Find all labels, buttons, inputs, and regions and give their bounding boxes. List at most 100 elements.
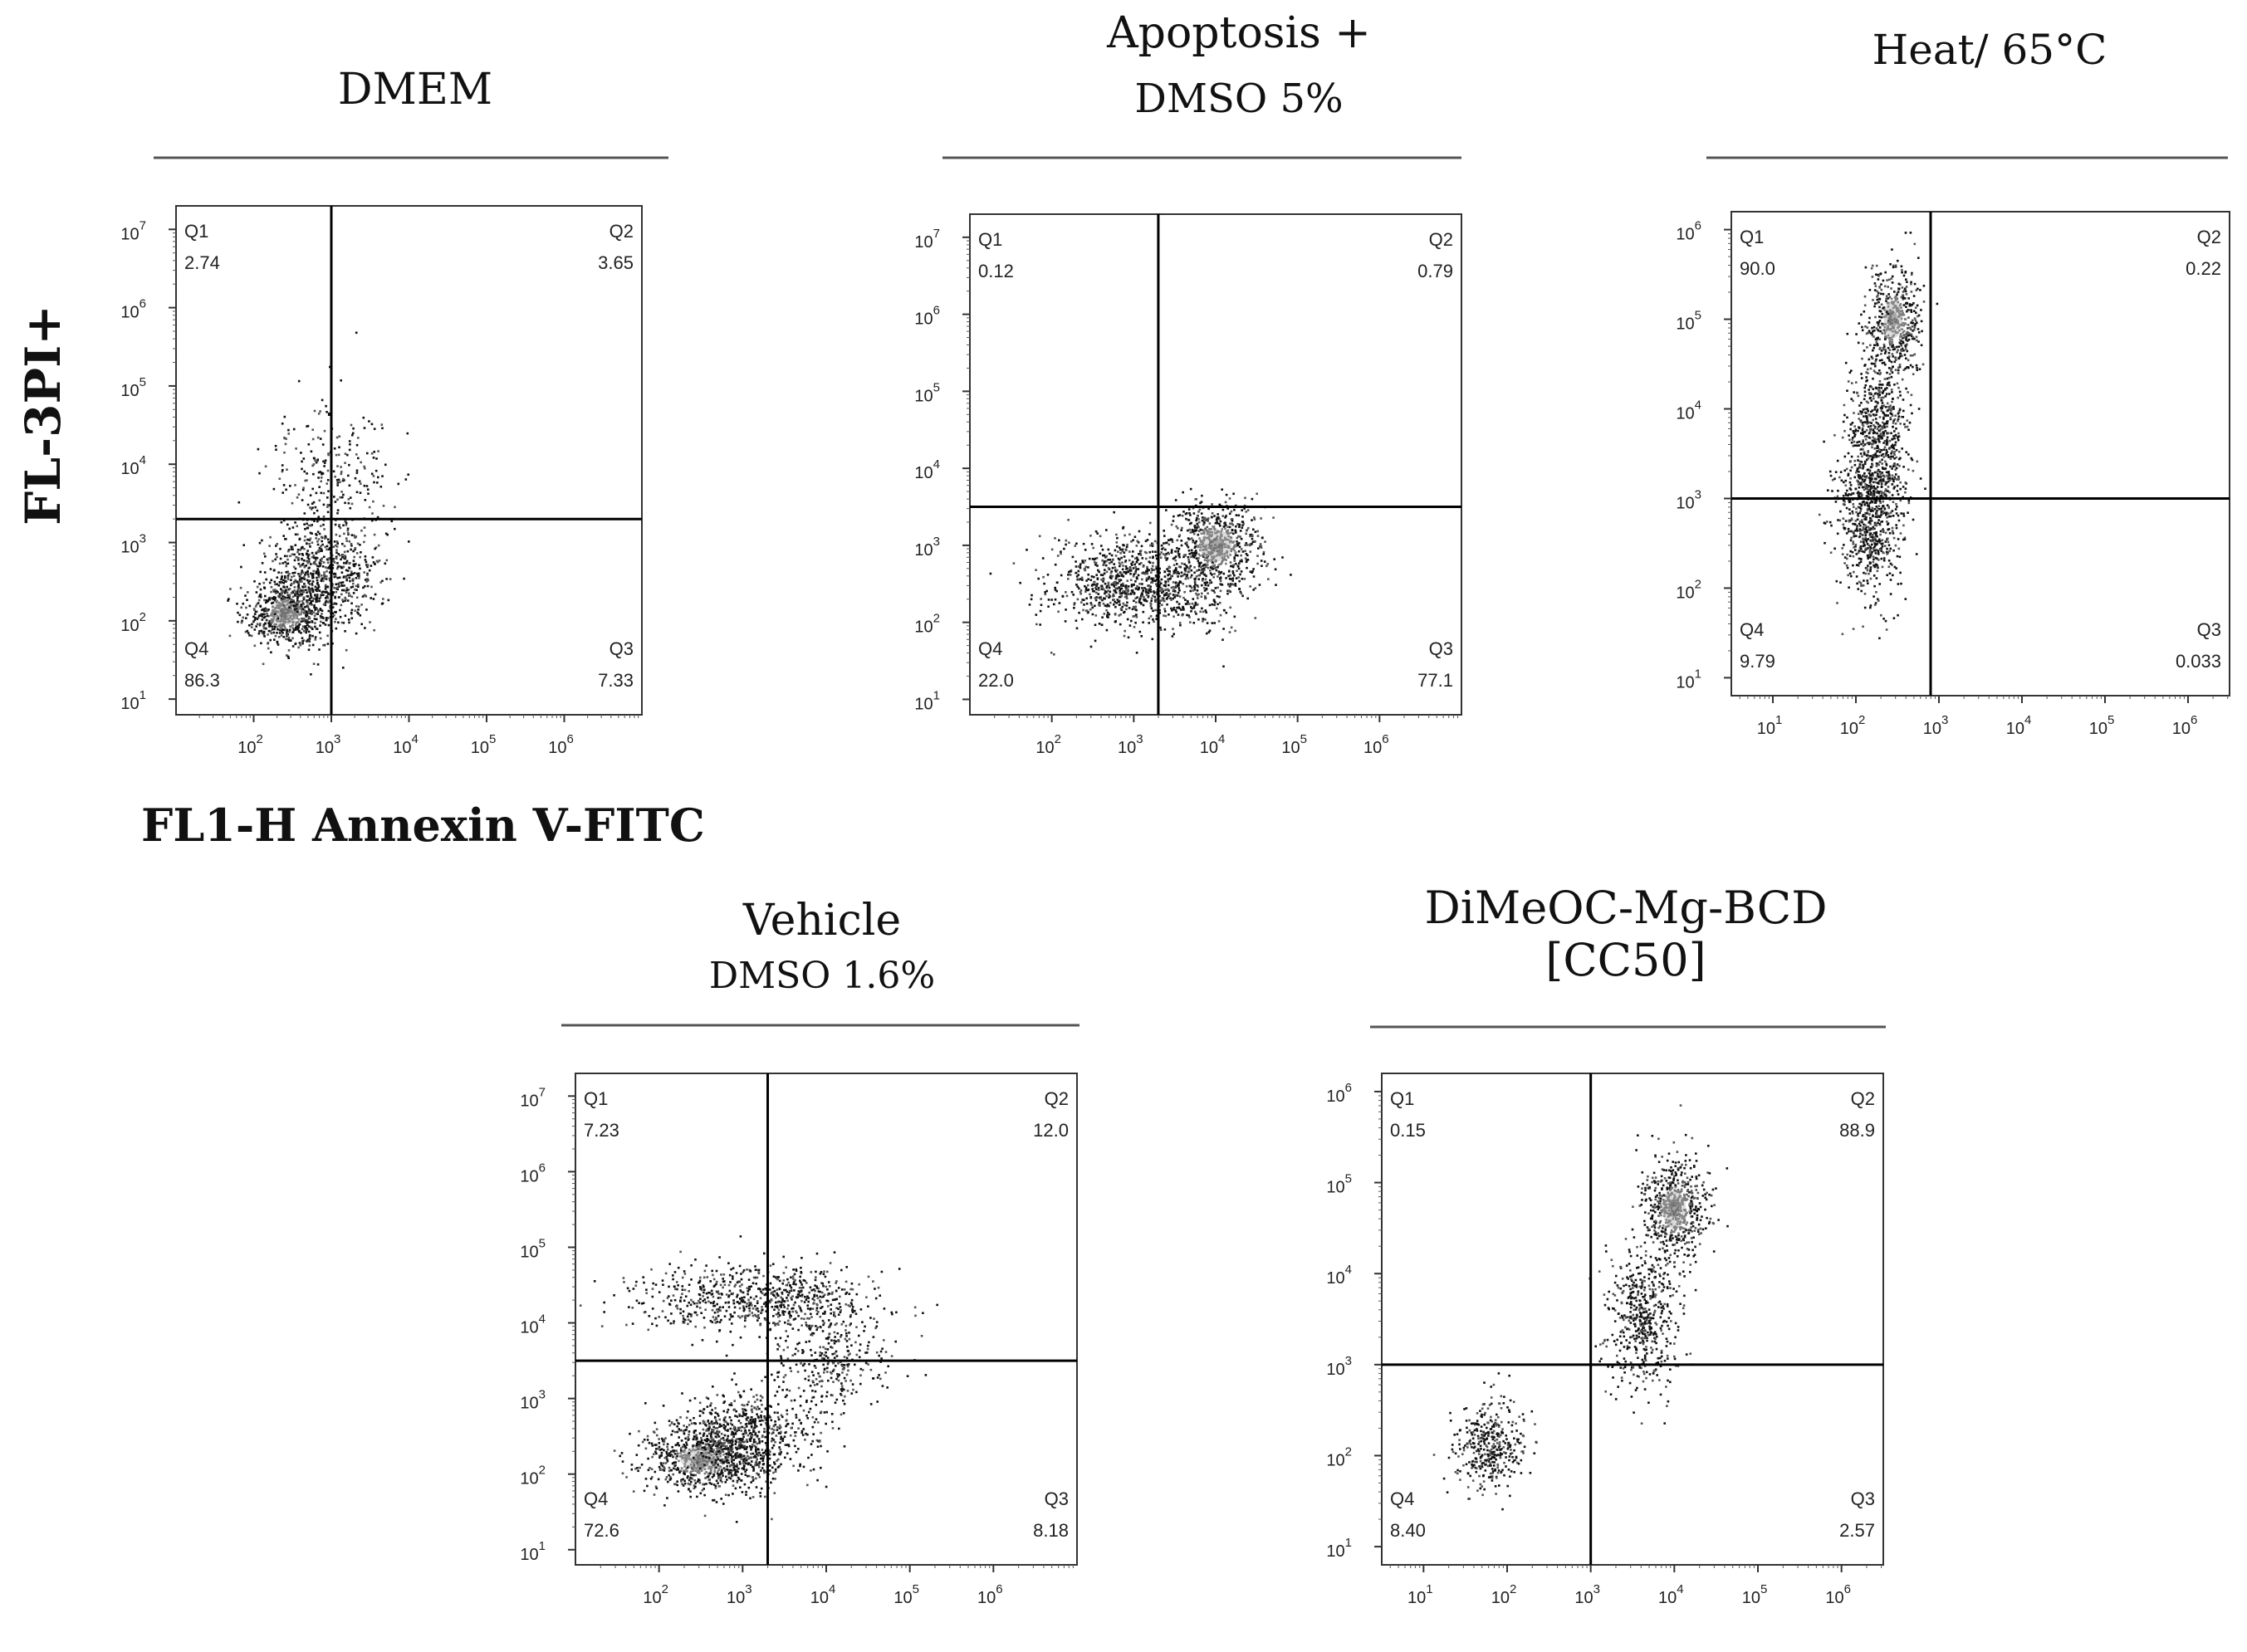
event-dot bbox=[1216, 521, 1218, 524]
event-dot bbox=[332, 603, 335, 605]
event-dot bbox=[255, 625, 257, 628]
event-dot bbox=[1891, 477, 1893, 480]
event-dot bbox=[1867, 450, 1870, 452]
event-dot bbox=[1908, 326, 1912, 330]
event-dot bbox=[1091, 583, 1094, 586]
event-dot bbox=[1896, 319, 1898, 321]
event-dot bbox=[257, 614, 261, 617]
event-dot bbox=[1252, 589, 1255, 591]
event-dot bbox=[1206, 581, 1208, 584]
event-dot bbox=[1870, 527, 1872, 530]
event-dot bbox=[1192, 555, 1194, 558]
event-dot bbox=[1225, 611, 1228, 614]
event-dot bbox=[349, 594, 351, 597]
event-dot bbox=[1870, 458, 1873, 461]
event-dot bbox=[1873, 393, 1877, 395]
event-dot bbox=[335, 551, 338, 554]
event-dot bbox=[1875, 358, 1877, 361]
event-dot bbox=[1906, 343, 1908, 346]
event-dot bbox=[1212, 525, 1214, 528]
event-dot bbox=[1880, 514, 1882, 516]
event-dot bbox=[1079, 590, 1082, 594]
event-dot bbox=[263, 613, 266, 616]
event-dot bbox=[272, 598, 275, 600]
event-dot bbox=[321, 609, 324, 612]
event-dot bbox=[305, 631, 307, 634]
event-dot bbox=[340, 491, 343, 493]
event-dot bbox=[1202, 545, 1205, 548]
event-dot bbox=[1113, 563, 1115, 565]
event-dot bbox=[1900, 340, 1902, 342]
event-dot bbox=[345, 575, 348, 578]
event-dot bbox=[1231, 529, 1234, 531]
event-dot bbox=[1149, 603, 1153, 605]
event-dot bbox=[295, 626, 297, 629]
event-dot bbox=[1142, 604, 1145, 607]
event-dot bbox=[1202, 618, 1206, 621]
event-dot bbox=[1884, 338, 1887, 340]
x-tick-label: 103 bbox=[316, 732, 341, 757]
event-dot bbox=[1875, 354, 1878, 358]
event-dot bbox=[290, 584, 292, 587]
event-dot bbox=[301, 609, 303, 613]
event-dot bbox=[1895, 478, 1898, 481]
event-dot bbox=[1244, 557, 1247, 560]
event-dot bbox=[1095, 591, 1098, 594]
event-dot bbox=[335, 556, 337, 560]
event-dot bbox=[269, 535, 272, 539]
event-dot bbox=[1868, 316, 1871, 320]
event-dot bbox=[1866, 491, 1868, 494]
event-dot bbox=[1197, 569, 1201, 571]
event-dot bbox=[283, 437, 286, 440]
event-dot bbox=[1207, 520, 1209, 522]
event-dot bbox=[1183, 569, 1187, 571]
event-dot bbox=[1891, 319, 1893, 321]
event-dot bbox=[1839, 510, 1842, 513]
event-dot bbox=[1897, 538, 1900, 540]
event-dot bbox=[321, 472, 325, 475]
event-dot bbox=[1148, 617, 1151, 620]
event-dot bbox=[1892, 501, 1895, 503]
event-dot bbox=[317, 516, 320, 518]
event-dot bbox=[1125, 594, 1128, 597]
event-dot bbox=[1904, 481, 1907, 484]
event-dot bbox=[259, 588, 262, 591]
event-dot bbox=[1137, 541, 1140, 544]
event-dot bbox=[306, 618, 309, 622]
event-dot bbox=[1889, 315, 1892, 318]
event-dot bbox=[1100, 623, 1104, 626]
event-dot bbox=[1114, 587, 1117, 589]
event-dot bbox=[317, 571, 321, 574]
event-dot bbox=[1895, 305, 1898, 308]
event-dot bbox=[1227, 584, 1231, 587]
event-dot bbox=[1122, 584, 1125, 587]
event-dot bbox=[1252, 575, 1256, 578]
event-dot bbox=[306, 599, 308, 602]
event-dot bbox=[1241, 577, 1244, 580]
event-dot bbox=[1874, 441, 1877, 444]
event-dot bbox=[340, 589, 344, 592]
event-dot bbox=[1155, 557, 1158, 560]
event-dot bbox=[323, 528, 326, 530]
event-dot bbox=[314, 625, 316, 628]
event-dot bbox=[1075, 560, 1077, 563]
event-dot bbox=[1892, 264, 1895, 267]
event-dot bbox=[1848, 499, 1850, 502]
event-dot bbox=[348, 540, 351, 543]
event-dot bbox=[1842, 420, 1845, 423]
event-dot bbox=[1843, 481, 1845, 484]
event-dot bbox=[1171, 540, 1174, 544]
event-dot bbox=[306, 542, 308, 545]
event-dot bbox=[1103, 554, 1106, 557]
event-dot bbox=[1212, 549, 1215, 552]
event-dot bbox=[1895, 526, 1898, 530]
event-dot bbox=[1104, 555, 1107, 559]
event-dot bbox=[305, 621, 308, 624]
event-dot bbox=[1238, 524, 1241, 526]
event-dot bbox=[1901, 335, 1903, 338]
event-dot bbox=[1888, 349, 1892, 351]
event-dot bbox=[1895, 456, 1898, 459]
event-dot bbox=[282, 623, 285, 627]
event-dot bbox=[1135, 561, 1138, 564]
event-dot bbox=[283, 621, 286, 623]
